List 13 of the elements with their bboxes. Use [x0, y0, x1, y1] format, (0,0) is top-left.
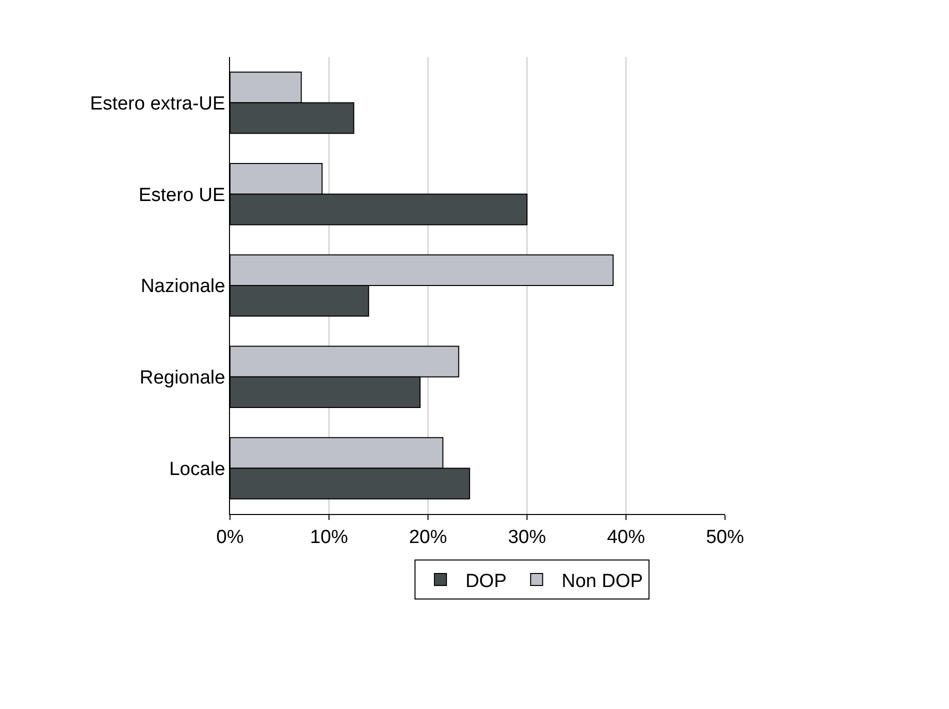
x-tick-label: 0% — [216, 526, 244, 548]
x-tick-label: 10% — [310, 526, 348, 548]
y-tick-label: Regionale — [140, 368, 226, 389]
legend-label: Non DOP — [562, 570, 643, 592]
y-tick-label: Locale — [169, 458, 226, 480]
x-tick-label: 50% — [706, 526, 744, 548]
x-tick-label: 40% — [606, 526, 646, 548]
x-tick-label: 30% — [508, 526, 546, 548]
y-tick-label: Estero extra-UE — [90, 93, 226, 114]
y-tick-label: Nazionale — [140, 276, 226, 298]
legend-label: DOP — [465, 570, 507, 592]
y-tick-label: Estero UE — [138, 184, 226, 206]
x-tick-label: 20% — [408, 526, 448, 548]
